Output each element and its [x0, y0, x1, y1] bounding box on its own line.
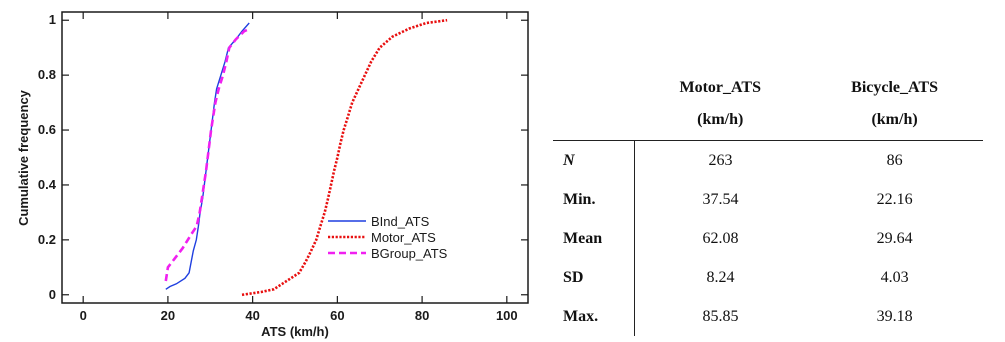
cell-motor: 85.85 — [702, 307, 739, 325]
cell-bicycle: 22.16 — [876, 190, 913, 208]
table-row: Min. 37.54 22.16 — [553, 180, 983, 219]
table-header-empty — [553, 72, 634, 104]
table-row: N 263 86 — [553, 140, 983, 180]
x-axis-label: ATS (km/h) — [261, 324, 329, 339]
legend-label: Motor_ATS — [371, 230, 436, 245]
legend-label: BGroup_ATS — [371, 246, 448, 261]
cell-bicycle: 39.18 — [876, 307, 913, 325]
y-axis-label: Cumulative frequency — [16, 89, 31, 226]
x-tick-label: 40 — [245, 308, 259, 323]
row-label: Min. — [553, 180, 635, 219]
cell-motor: 37.54 — [702, 190, 739, 208]
stats-table: Motor_ATS Bicycle_ATS (km/h) (km/h) N 26… — [553, 72, 983, 336]
plot-frame — [61, 11, 529, 304]
x-tick-label: 20 — [161, 308, 175, 323]
x-tick-label: 0 — [80, 308, 87, 323]
cdf-chart: 0 20 40 60 80 100 0 0.2 0.4 0.6 0.8 1 ATS (km/h) Cu… — [16, 11, 529, 339]
y-tick-label: 0.4 — [38, 177, 57, 192]
table-row: Mean 62.08 29.64 — [553, 219, 983, 258]
row-label: Mean — [553, 219, 635, 258]
row-label: SD — [553, 258, 635, 297]
cdf-chart-svg: 0 20 40 60 80 100 0 0.2 0.4 0.6 0.8 1 ATS (km/h) Cu… — [16, 11, 529, 339]
table-row: Max. 85.85 39.18 — [553, 297, 983, 336]
header-motor-unit: (km/h) — [634, 104, 807, 141]
row-label: N — [553, 140, 635, 180]
x-tick-label: 60 — [330, 308, 344, 323]
cell-bicycle: 4.03 — [880, 268, 909, 286]
y-tick-label: 0.6 — [38, 122, 56, 137]
row-label: Max. — [553, 297, 635, 336]
y-tick-label: 0.8 — [38, 67, 56, 82]
table-row: SD 8.24 4.03 — [553, 258, 983, 297]
cell-motor: 8.24 — [706, 268, 735, 286]
cell-motor: 263 — [708, 151, 733, 169]
legend-label: BInd_ATS — [371, 214, 430, 229]
y-tick-label: 0.2 — [38, 232, 56, 247]
y-tick-label: 1 — [49, 12, 56, 27]
table-header-row: Motor_ATS Bicycle_ATS — [553, 72, 983, 104]
table-header-units-empty — [553, 104, 635, 141]
x-tick-label: 80 — [415, 308, 429, 323]
y-tick-label: 0 — [49, 287, 56, 302]
x-tick-label: 100 — [496, 308, 518, 323]
series-line-bgroup-ats — [164, 27, 252, 282]
cell-bicycle: 29.64 — [876, 229, 913, 247]
series-line-motor-ats — [241, 18, 448, 297]
cell-bicycle: 86 — [886, 151, 903, 169]
header-bicycle-ats: Bicycle_ATS — [851, 79, 938, 96]
header-bicycle-unit: (km/h) — [806, 104, 983, 141]
header-motor-ats: Motor_ATS — [679, 79, 761, 96]
table-header-units-row: (km/h) (km/h) — [553, 104, 983, 141]
cell-motor: 62.08 — [702, 229, 739, 247]
